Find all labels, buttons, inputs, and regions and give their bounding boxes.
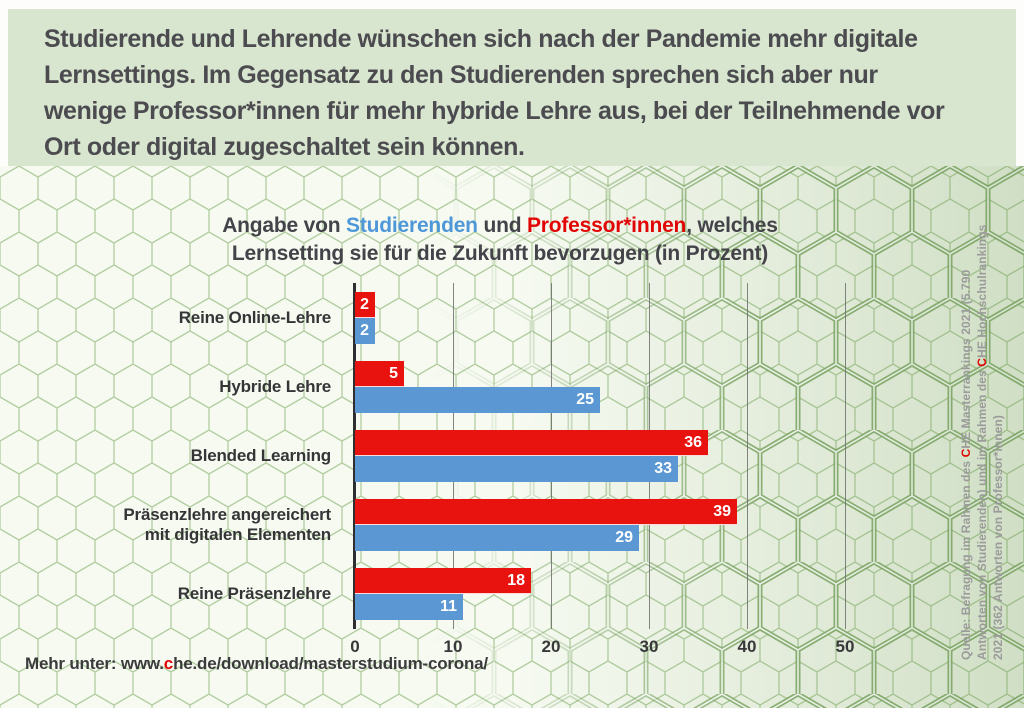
chart-title: Angabe von Studierenden und Professor*in… — [150, 212, 850, 268]
footer-text: he.de/download/masterstudium-corona/ — [173, 654, 488, 673]
bar-value-label: 5 — [389, 364, 398, 382]
title-text: , welches — [686, 214, 778, 237]
source-line-2: Antworten von Studierenden) und im Rahme… — [975, 224, 989, 660]
bar-value-label: 33 — [654, 460, 672, 477]
chart-title-line-2: Lernsetting sie für die Zukunft bevorzug… — [231, 242, 769, 265]
gridline-40 — [747, 283, 748, 629]
header-line-2: Lernsettings. Im Gegensatz zu den Studie… — [44, 61, 878, 89]
tick-label-10: 10 — [443, 637, 463, 656]
bar-value-label: 25 — [576, 391, 594, 408]
bar-value-label: 11 — [440, 598, 457, 615]
category-labels: Reine Online-Lehre Hybride Lehre Blended L… — [0, 283, 343, 629]
bar-value-label: 2 — [360, 322, 369, 339]
source-note: Quelle: Befragung im Rahmen des CHE Mast… — [958, 182, 1006, 660]
footer-text: Mehr unter: www. — [25, 654, 164, 673]
bar-professors: 39 — [355, 499, 737, 525]
title-students-legend: Studierenden — [346, 214, 478, 237]
tick-label-20: 20 — [541, 637, 561, 656]
chart-title-line-1: Angabe von Studierenden und Professor*in… — [150, 212, 850, 240]
gridline-50 — [845, 283, 846, 629]
header-line-1: Studierende und Lehrende wünschen sich n… — [44, 25, 918, 53]
plot-area: 2 2 5 25 36 33 39 29 18 11 — [353, 283, 890, 629]
y-axis-line — [353, 283, 356, 629]
header-panel: Studierende und Lehrende wünschen sich n… — [8, 9, 1016, 166]
bar-value-label: 18 — [507, 571, 525, 589]
bar-students: 33 — [355, 456, 678, 482]
bar-value-label: 29 — [615, 529, 633, 546]
bar-students: 25 — [355, 387, 600, 413]
title-text: und — [477, 214, 527, 237]
category-label: Reine Online-Lehre — [178, 308, 331, 327]
tick-label-50: 50 — [835, 637, 855, 656]
category-label: Präsenzlehre angereichert mit digitalen E… — [123, 505, 331, 544]
title-professors-legend: Professor*innen — [526, 214, 687, 237]
title-text: Angabe von — [222, 214, 347, 237]
category-label: Hybride Lehre — [219, 377, 331, 396]
bar-students: 2 — [355, 318, 375, 344]
bar-students: 29 — [355, 525, 639, 551]
header-line-3: wenige Professor*innen für mehr hybride … — [44, 97, 945, 125]
header-line-4: Ort oder digital zugeschaltet sein könne… — [44, 133, 525, 161]
bar-professors: 2 — [355, 292, 375, 318]
bar-value-label: 2 — [360, 295, 369, 313]
footer-link: Mehr unter: www.che.de/download/masterst… — [25, 654, 488, 674]
header-text: Studierende und Lehrende wünschen sich n… — [44, 21, 994, 165]
footer-highlight: c — [163, 654, 174, 673]
tick-label-0: 0 — [350, 637, 360, 656]
bar-value-label: 36 — [684, 433, 702, 451]
tick-label-30: 30 — [639, 637, 659, 656]
bar-professors: 5 — [355, 361, 404, 387]
source-line-3: 2021 (362 Antworten von Professor*innen) — [991, 415, 1005, 660]
category-label: Reine Präsenzlehre — [177, 584, 331, 603]
bar-students: 11 — [355, 594, 463, 620]
bar-professors: 18 — [355, 568, 531, 594]
bar-value-label: 39 — [713, 502, 731, 520]
category-label: Blended Learning — [190, 446, 332, 465]
source-line-1: Quelle: Befragung im Rahmen des CHE Mast… — [959, 269, 973, 660]
tick-label-40: 40 — [737, 637, 757, 656]
x-axis-ticks: 0 10 20 30 40 50 — [350, 637, 890, 659]
bar-professors: 36 — [355, 430, 708, 456]
